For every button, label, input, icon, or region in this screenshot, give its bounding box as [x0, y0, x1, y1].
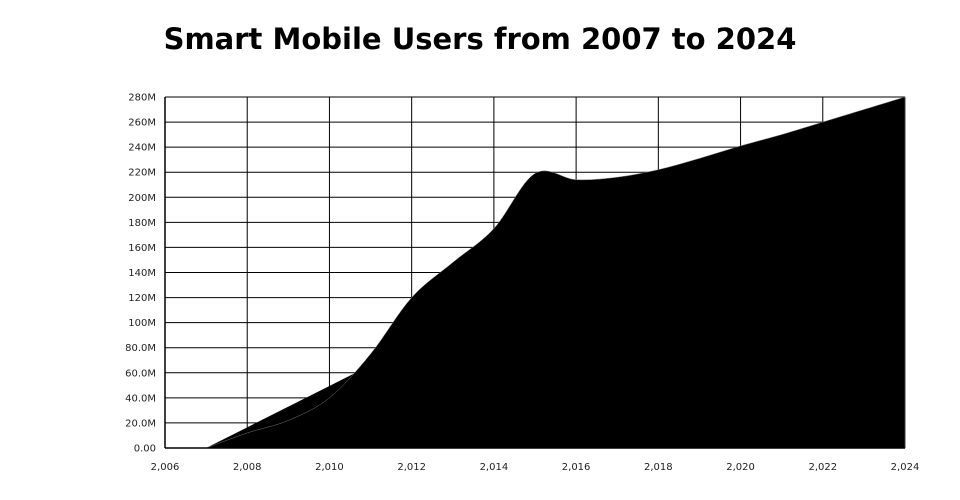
- x-tick-label: 2,022: [808, 462, 837, 473]
- y-tick-label: 20.0M: [125, 418, 156, 429]
- y-tick-label: 100M: [128, 318, 156, 329]
- x-tick-label: 2,016: [562, 462, 591, 473]
- y-tick-label: 140M: [128, 268, 156, 279]
- y-tick-label: 40.0M: [125, 393, 156, 404]
- y-tick-label: 200M: [128, 193, 156, 204]
- y-tick-label: 180M: [128, 218, 156, 229]
- x-tick-label: 2,020: [726, 462, 755, 473]
- y-tick-label: 120M: [128, 293, 156, 304]
- y-tick-label: 280M: [128, 93, 156, 104]
- x-tick-label: 2,018: [644, 462, 673, 473]
- x-tick-label: 2,010: [315, 462, 344, 473]
- x-tick-label: 2,014: [480, 462, 509, 473]
- y-tick-label: 260M: [128, 118, 156, 129]
- area-series-users: [206, 96, 906, 449]
- y-tick-label: 60.0M: [125, 368, 156, 379]
- y-tick-label: 0.00: [134, 444, 156, 455]
- y-tick-label: 80.0M: [125, 343, 156, 354]
- x-tick-label: 2,006: [151, 462, 180, 473]
- x-tick-label: 2,024: [891, 462, 920, 473]
- chart-title: Smart Mobile Users from 2007 to 2024: [163, 22, 797, 56]
- y-tick-label: 220M: [128, 168, 156, 179]
- x-tick-label: 2,008: [233, 462, 262, 473]
- x-tick-label: 2,012: [397, 462, 426, 473]
- y-tick-label: 160M: [128, 243, 156, 254]
- y-tick-label: 240M: [128, 143, 156, 154]
